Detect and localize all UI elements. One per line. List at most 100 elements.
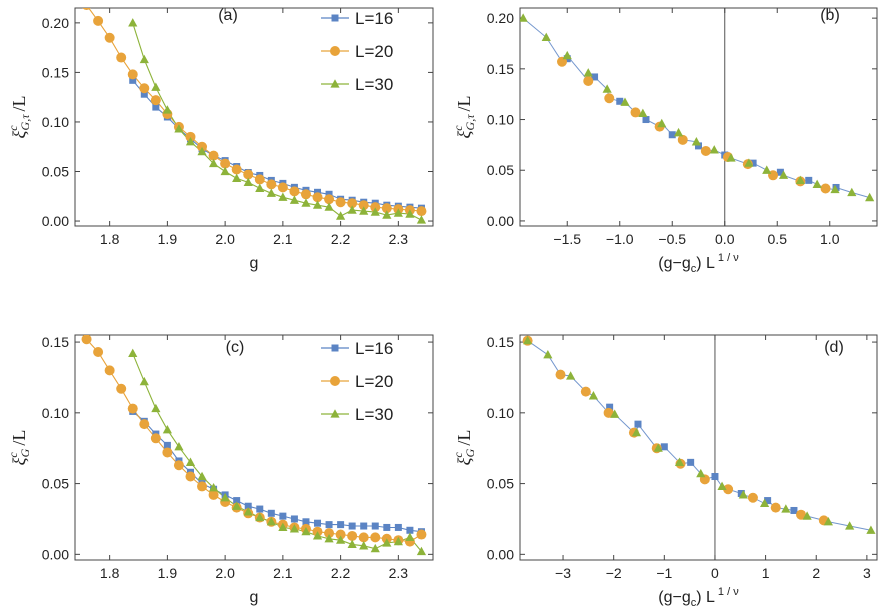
point-l16 [642,116,650,124]
x-tick-label: 2.1 [273,231,293,247]
legend: L=16 L=20 L=30 [321,9,393,94]
point-l20 [185,471,196,482]
point-l30 [823,516,833,526]
point-l20 [335,197,346,208]
point-l30 [865,192,875,202]
point-l30 [255,512,265,522]
legend-marker [331,344,339,352]
series-line [132,79,422,209]
point-l30 [324,533,334,543]
legend-label: L=20 [355,372,393,391]
point-l16 [129,76,137,84]
point-l30 [289,524,300,533]
point-l30 [566,371,576,380]
point-l30 [301,198,311,207]
point-l20 [335,529,346,540]
y-axis-label: ξcG/L [6,430,32,466]
point-l16 [302,518,310,526]
y-axis-label-part: ξ [9,457,29,465]
point-l30 [208,483,219,492]
y-tick-label: 0.05 [42,164,69,180]
x-tick-label: −1.5 [553,231,581,247]
point-l16 [314,519,322,527]
x-tick-label: 2.3 [389,231,409,247]
point-l30 [162,105,172,114]
y-tick-label: 0.05 [42,476,69,492]
legend-label: L=16 [355,9,393,28]
point-l30 [691,137,701,146]
plot-frame [519,334,878,561]
y-axis-label-part: c [6,452,20,458]
y-tick-label: 0.15 [42,334,69,350]
point-l20 [604,93,615,104]
point-l30 [830,184,840,194]
panel-label: (c) [226,339,245,356]
point-l16 [279,512,287,520]
point-l30 [324,202,334,211]
plot-frame [74,7,434,227]
legend-label: L=16 [355,339,393,358]
point-l20 [231,164,242,175]
point-l20 [300,189,311,200]
y-tick-label: 0.00 [42,213,69,229]
y-tick-label: 0.10 [487,112,514,128]
point-l16 [140,90,148,98]
point-l30 [726,153,736,162]
y-tick-label: 0.15 [487,334,514,350]
point-l20 [416,206,427,217]
panel-c: 1.8 1.9 2.0 2.1 2.2 2.3 0.00 0.05 0.10 0.15 g ξcG/L… [6,334,434,606]
y-axis-label: ξcG/L [451,430,477,466]
point-l30 [359,541,369,550]
y-axis-label-part: c [6,125,20,131]
y-tick-label: 0.00 [42,546,69,562]
point-l30 [220,492,230,502]
y-tick-label: 0.05 [487,162,514,178]
x-tick-label: 1 [762,565,770,581]
point-l16 [244,502,252,510]
point-l20 [312,192,323,203]
data-layer [520,13,875,202]
point-l30 [139,54,149,64]
x-tick-label: 1.8 [100,231,120,247]
point-l30 [336,535,346,544]
point-l20 [358,532,369,543]
x-tick-label: −3 [555,565,571,581]
point-l30 [738,490,748,499]
point-l20 [173,460,184,471]
point-l30 [243,177,253,186]
point-l20 [197,481,208,492]
x-axis-label-part: c [691,597,697,609]
point-l16 [290,515,298,523]
point-l20 [358,200,369,211]
point-l20 [820,183,831,194]
point-l30 [588,391,599,400]
point-l20 [747,492,758,503]
point-l30 [370,543,380,553]
point-l20 [104,32,115,43]
point-l30 [762,165,772,174]
x-tick-label: 2.0 [215,231,235,247]
point-l16 [325,521,333,529]
point-l20 [370,532,381,543]
x-axis-label-part: g [682,589,691,606]
point-l20 [116,383,127,394]
point-l30 [232,501,242,510]
point-l30 [208,158,219,168]
y-axis-label-part: G [463,448,477,457]
x-tick-label: 3 [863,565,871,581]
point-l16 [360,522,368,530]
point-l30 [759,498,770,507]
x-axis-label-part: (g [658,255,672,272]
x-axis-label-part: ) L [696,255,715,272]
y-tick-label: 0.10 [42,405,69,421]
y-axis-label-part: G [18,448,32,457]
point-l30 [278,192,288,201]
point-l16 [406,526,414,534]
point-l16 [348,522,356,530]
point-l16 [256,505,264,513]
point-l30 [583,68,593,77]
point-l30 [393,208,403,217]
point-l20 [277,182,288,193]
point-l30 [278,522,288,532]
